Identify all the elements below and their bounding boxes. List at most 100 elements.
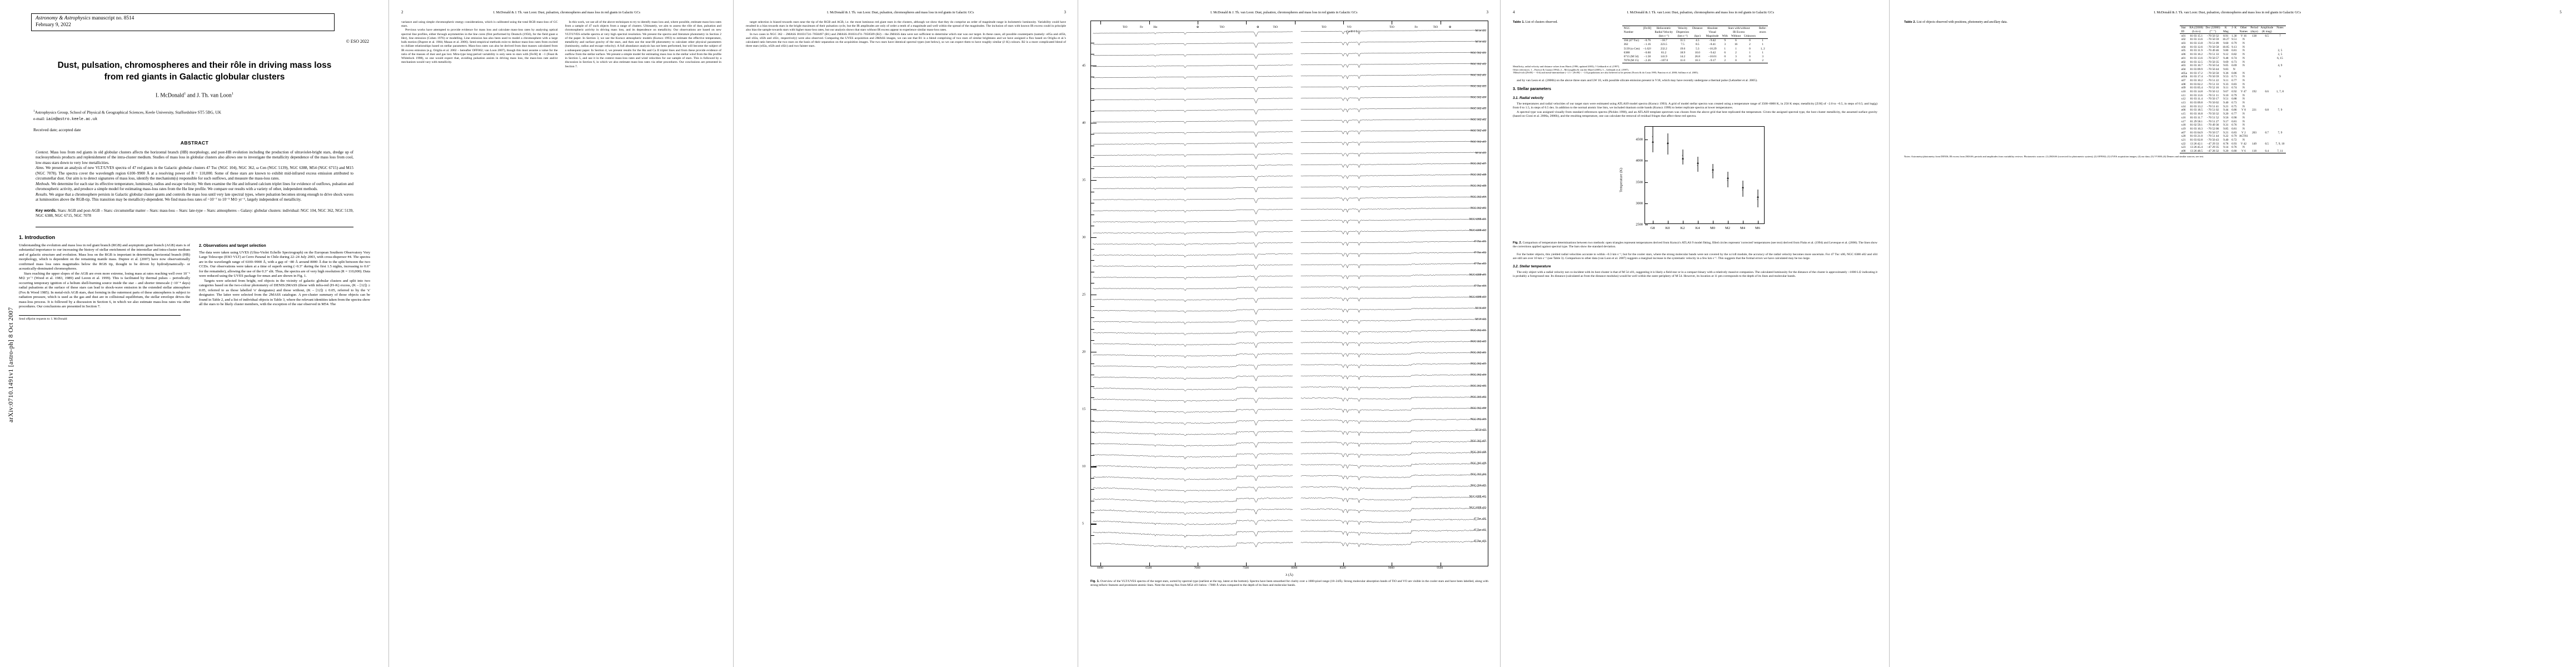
table-row: x09 01 03 05.4 −70 52 16 9.11 0.74 N (2180, 86, 2285, 90)
table1-cell: 0 (1724, 54, 1726, 58)
table1-cell: 1 (1749, 51, 1751, 54)
table2-cell (2274, 45, 2285, 49)
table2-cell: x05 (2181, 49, 2186, 53)
fig1-x-tick-label: 8500 (1339, 566, 1346, 570)
fig1-star-label: NGC 362 x02 (1470, 63, 1486, 66)
table2-cell: 01 02 59.1 (2190, 123, 2203, 127)
fig1-star-label: NGC 362 o02 (1470, 118, 1486, 122)
table2-head: Star RA (J2000) Dec (J2000) K J−K Other Period… (2180, 25, 2286, 34)
fig1-star-label: NGC 362 x01 (1470, 329, 1486, 332)
table2-cell: 0.79 (2231, 42, 2237, 46)
table2-cell: −70 49 46 (2206, 49, 2219, 53)
table2-header-row-1: Star RA (J2000) Dec (J2000) K J−K Other Period… (2180, 25, 2286, 30)
table2-cell: 1.30 (2231, 34, 2237, 38)
fig1-y-minor-tick (1091, 317, 1094, 318)
fig1-star-label: NGC 362 x08 (1470, 451, 1486, 454)
fig1-spectra-curves (1093, 29, 1487, 549)
table2-cell: −70 52 16 (2206, 86, 2219, 90)
th2-blank2 (1691, 30, 1705, 34)
fig1-y-minor-tick (1091, 157, 1094, 158)
table2-cell (2249, 116, 2259, 120)
table2-cell: 01 03 05.4 (2190, 86, 2203, 90)
spectrum-trace (1301, 519, 1487, 525)
table-row: o03 01 03 10.7 −70 50 54 9.05 0.69 N 4, 9 (2180, 64, 2285, 68)
abstract-text-methods: We determine for each star its effective… (36, 181, 353, 192)
fig2-error-bar (1697, 160, 1698, 172)
email-address[interactable]: iain@astro.keele.ac.uk (46, 117, 98, 122)
fig1-x-axis-label: λ (Å) (1285, 573, 1293, 577)
table1-cell: 2 (1720, 58, 1730, 63)
fig1-feature-label: ⊕ (1257, 26, 1259, 29)
table2-cell (2259, 93, 2274, 97)
fig1-y-tick (1091, 409, 1097, 410)
table2-subheader: Mag (2221, 29, 2231, 34)
table1-notes: Metallicity, radial velocity and distanc… (1513, 65, 1877, 75)
fig1-star-label: NGC 362 x03 (1470, 362, 1486, 366)
table2-cell (2274, 93, 2285, 97)
fig1-y-tick-label: 20 (1082, 350, 1086, 354)
table2-cell: 01 03 16.2 (2190, 53, 2203, 57)
running-title-2: I. McDonald & J. Th. van Loon: Dust, pul… (493, 11, 640, 14)
page-number-5: 5 (2559, 10, 2562, 14)
table1-cell: 3 (1735, 54, 1737, 58)
table-row: x04 01 03 12.6 −70 50 58 10.05 9.13 N (2180, 45, 2285, 49)
table2-cell: x15 (2181, 112, 2186, 116)
table1-cell: −1.58 (1643, 54, 1651, 58)
table2-cell: 10.27 (2222, 38, 2229, 42)
table2-cell: x07 (2181, 78, 2186, 82)
table2-cell (2259, 75, 2274, 79)
fig2-y-tick (1645, 182, 1648, 183)
fig1-star-label: 47 Tuc x03 (1473, 262, 1486, 266)
table2-cell (2249, 38, 2259, 42)
fig1-star-label: NGC 6388 x02 (1469, 229, 1486, 232)
abstract-lead-context: Context. (36, 150, 49, 155)
arxiv-stamp: arXiv:0710.1491v1 [astro-ph] 8 Oct 2007 (8, 307, 14, 422)
table2-cell: −70 50 59 (2206, 38, 2219, 42)
spectrum-trace (1301, 241, 1487, 246)
table2-cell (2249, 123, 2259, 127)
fig1-star-label: NGC 362 o04 (1470, 196, 1486, 199)
table2-cell: N (2242, 104, 2245, 108)
table-row: o06 01 03 18.5 −70 51 02 9.44 0.86 V 8 221 0.8 7… (2180, 108, 2285, 112)
spectrum-trace (1093, 153, 1293, 160)
table2-cell: N (2242, 71, 2245, 75)
table2-cell: 01 03 13.6 (2190, 38, 2203, 42)
th2-visual: Visual (1708, 30, 1716, 34)
table2-cell: −70 50 44 (2206, 67, 2219, 71)
table2-cell (2274, 120, 2285, 123)
table2-cell: N (2242, 56, 2245, 60)
fig1-y-tick (1091, 180, 1097, 181)
page-4: 4 I. McDonald & J. Th. van Loon: Dust, p… (1501, 0, 1890, 667)
table1-cell: 18.9 (1680, 51, 1686, 54)
spectrum-trace (1093, 541, 1293, 549)
spectrum-trace (1093, 253, 1293, 259)
table2-cell: 01 03 16.8 (2190, 112, 2203, 116)
table2-cell: 01 03 18.5 (2190, 108, 2203, 112)
fig1-feature-label: VO (1347, 26, 1352, 29)
table2-subheader: Names (2238, 29, 2250, 34)
table2-cell: 138 (2252, 34, 2257, 38)
fig1-star-label: M 54 x03 (1475, 429, 1486, 432)
table1-cell: 6 (1735, 39, 1737, 43)
table2-cell: 01 03 13.6 (2190, 56, 2203, 60)
th3-without: Without (1729, 34, 1743, 39)
fig1-feature-label: TiO (1321, 26, 1327, 29)
table2-cell: −70 51 27 (2206, 120, 2219, 123)
table2-cell: 9.53 (2223, 75, 2229, 79)
table1-cell: 7078 (M 15) (1622, 58, 1642, 63)
th2-refs: ences (1759, 30, 1766, 34)
spectrum-trace (1301, 207, 1487, 213)
table-row: o04 01 03 09.9 −70 50 44 9.83 N (2180, 68, 2285, 72)
table2-cell: o03 (2181, 64, 2186, 68)
running-title-3a: I. McDonald & J. Th. van Loon: Dust, pul… (827, 11, 974, 14)
table1-cell: 5.3 (1695, 47, 1700, 51)
table2-cell: −70 51 33 (2206, 53, 2219, 57)
spectrum-trace (1301, 196, 1487, 202)
table2-cell: −70 50 54 (2206, 64, 2219, 68)
table2-cell (2259, 64, 2274, 68)
table2-cell: 01 03 09.9 (2190, 67, 2203, 71)
fig1-star-label: NGC 362 o05 (1470, 207, 1486, 210)
table2-cell: −70 51 52 (2206, 116, 2219, 120)
table2-cell: 01 03 17.4 (2190, 75, 2203, 79)
table2-cell: 9.80 (2223, 49, 2229, 53)
